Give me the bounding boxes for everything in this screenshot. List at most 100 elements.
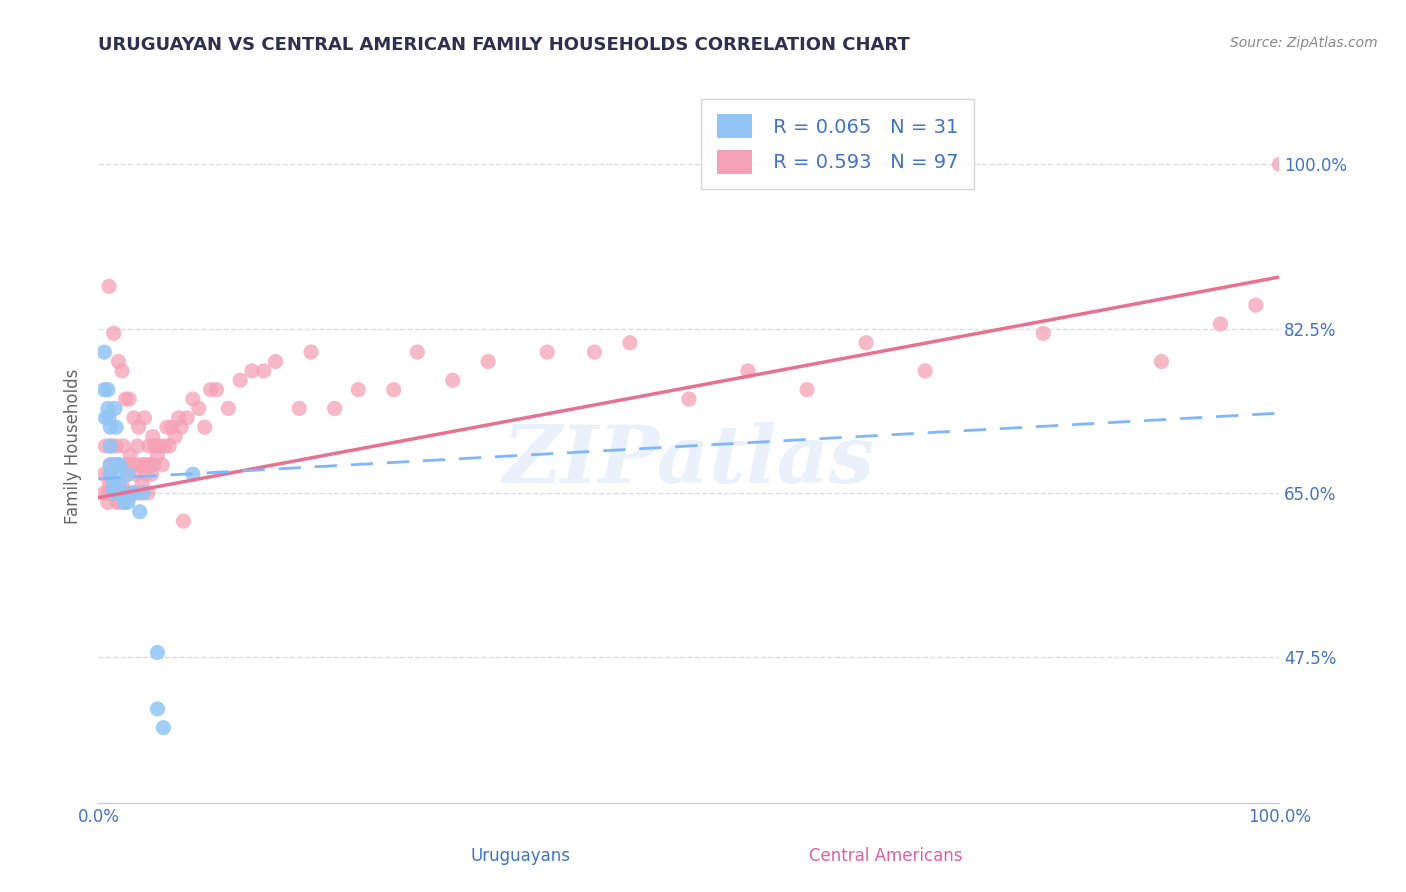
Point: [105, 458, 128, 472]
Point: [105, 420, 128, 434]
Point: [112, 486, 135, 500]
Point: [536, 345, 558, 359]
Point: [914, 364, 936, 378]
Point: [112, 495, 135, 509]
Point: [100, 439, 122, 453]
Point: [94, 439, 117, 453]
Point: [97, 486, 120, 500]
Point: [181, 392, 204, 406]
Point: [187, 401, 209, 416]
Point: [112, 439, 135, 453]
Point: [796, 383, 818, 397]
Point: [1032, 326, 1054, 341]
Point: [153, 439, 176, 453]
Point: [98, 420, 121, 434]
Point: [117, 495, 139, 509]
Point: [138, 439, 160, 453]
Point: [143, 439, 166, 453]
Point: [149, 439, 172, 453]
Point: [98, 279, 121, 293]
Point: [98, 410, 121, 425]
Point: [156, 420, 179, 434]
Point: [264, 354, 287, 368]
Point: [135, 458, 157, 472]
Point: [108, 458, 131, 472]
Point: [111, 364, 134, 378]
Point: [217, 401, 239, 416]
Point: [97, 495, 120, 509]
Point: [110, 486, 132, 500]
Point: [101, 476, 124, 491]
Point: [146, 449, 169, 463]
Point: [101, 476, 124, 491]
Point: [194, 420, 217, 434]
Point: [107, 354, 129, 368]
Point: [120, 449, 142, 463]
Point: [170, 420, 193, 434]
Point: [205, 383, 228, 397]
Point: [132, 486, 155, 500]
Text: URUGUAYAN VS CENTRAL AMERICAN FAMILY HOUSEHOLDS CORRELATION CHART: URUGUAYAN VS CENTRAL AMERICAN FAMILY HOU…: [98, 36, 910, 54]
Point: [181, 467, 204, 482]
Point: [98, 467, 121, 482]
Point: [146, 702, 169, 716]
Point: [152, 721, 174, 735]
Point: [477, 354, 499, 368]
Point: [115, 458, 138, 472]
Point: [108, 476, 131, 491]
Point: [136, 486, 159, 500]
Point: [114, 392, 136, 406]
Point: [98, 439, 121, 453]
Point: [93, 345, 115, 359]
Point: [101, 486, 124, 500]
Point: [112, 495, 135, 509]
Point: [134, 410, 156, 425]
Point: [97, 401, 120, 416]
Point: [240, 364, 263, 378]
Point: [737, 364, 759, 378]
Point: [117, 467, 139, 482]
Point: [167, 410, 190, 425]
Point: [129, 458, 152, 472]
Point: [141, 467, 163, 482]
Point: [97, 383, 120, 397]
Point: [105, 439, 128, 453]
Point: [139, 458, 162, 472]
Point: [125, 467, 148, 482]
Text: ZIPatlas: ZIPatlas: [503, 422, 875, 499]
Point: [678, 392, 700, 406]
Point: [93, 486, 115, 500]
Point: [176, 410, 198, 425]
Point: [132, 458, 155, 472]
Point: [105, 458, 128, 472]
Point: [406, 345, 429, 359]
Point: [299, 345, 322, 359]
Point: [135, 467, 157, 482]
Point: [172, 514, 194, 528]
Point: [229, 373, 252, 387]
Text: Source: ZipAtlas.com: Source: ZipAtlas.com: [1230, 36, 1378, 50]
Point: [128, 486, 150, 500]
Point: [347, 383, 370, 397]
Point: [1268, 157, 1291, 171]
Point: [93, 467, 115, 482]
Point: [107, 458, 129, 472]
Point: [94, 410, 117, 425]
Text: Uruguayans: Uruguayans: [470, 847, 571, 865]
Point: [855, 335, 877, 350]
Point: [157, 439, 180, 453]
Point: [288, 401, 311, 416]
Legend:  R = 0.065   N = 31,  R = 0.593   N = 97: R = 0.065 N = 31, R = 0.593 N = 97: [702, 99, 974, 189]
Point: [142, 429, 165, 443]
Point: [105, 495, 128, 509]
Point: [128, 505, 150, 519]
Point: [131, 476, 153, 491]
Point: [619, 335, 641, 350]
Point: [111, 486, 134, 500]
Point: [1150, 354, 1173, 368]
Point: [104, 401, 127, 416]
Point: [105, 486, 128, 500]
Point: [122, 458, 145, 472]
Point: [105, 486, 128, 500]
Point: [93, 383, 115, 397]
